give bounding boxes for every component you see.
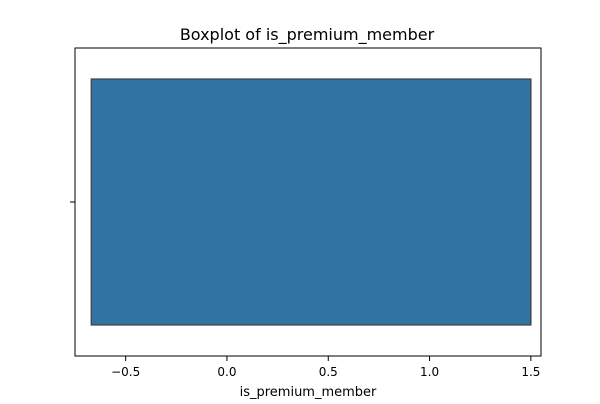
x-tick-label: 1.0 bbox=[420, 365, 439, 379]
x-axis-label: is_premium_member bbox=[240, 385, 377, 400]
x-tick-label: 0.0 bbox=[217, 365, 236, 379]
box-group bbox=[90, 78, 532, 326]
box-iqr bbox=[90, 78, 532, 326]
x-tick-label: 1.5 bbox=[521, 365, 540, 379]
chart-title: Boxplot of is_premium_member bbox=[180, 25, 435, 45]
x-tick-label: −0.5 bbox=[111, 365, 140, 379]
x-axis-ticks: −0.5 0.0 0.5 1.0 1.5 bbox=[111, 356, 540, 379]
x-tick-label: 0.5 bbox=[319, 365, 338, 379]
